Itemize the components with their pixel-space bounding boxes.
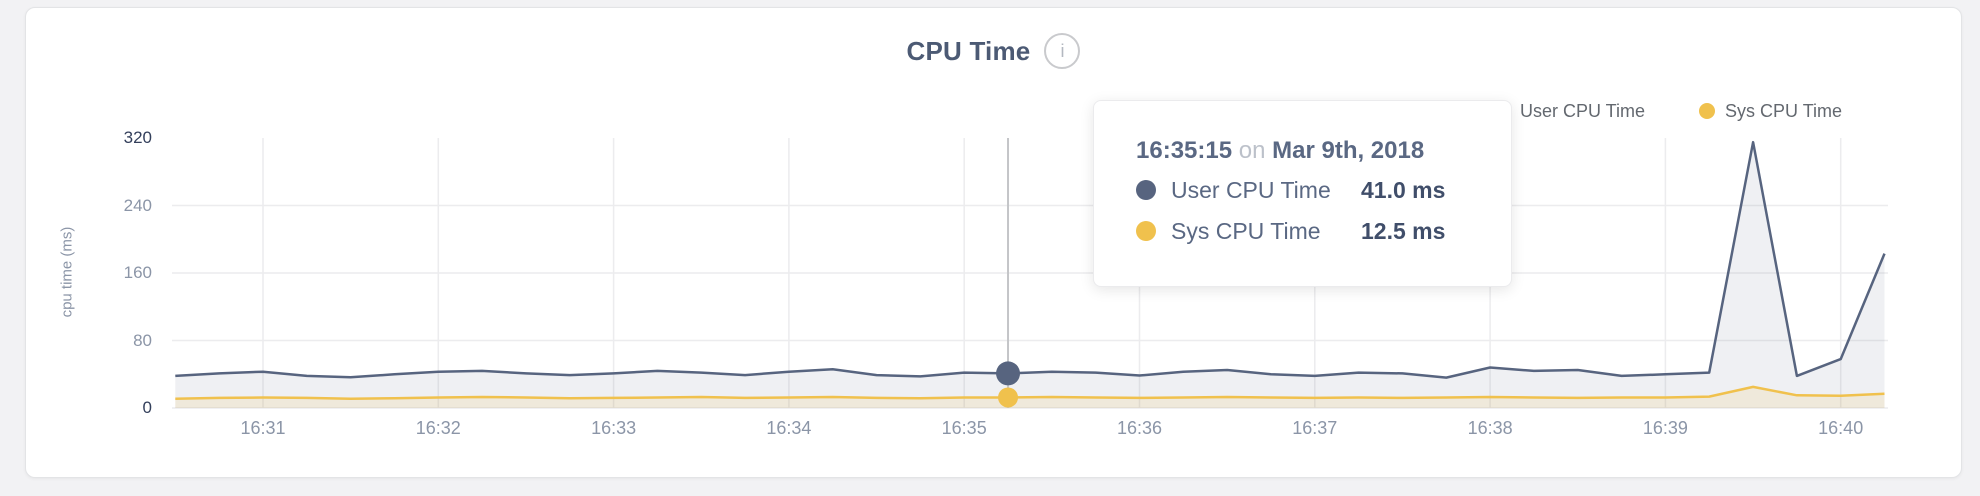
- tooltip-label-user: User CPU Time: [1171, 176, 1331, 203]
- y-tick-label: 320: [123, 128, 152, 147]
- user-cpu-area: [175, 142, 1885, 408]
- legend-dot-sys-icon: [1699, 103, 1716, 119]
- user-cpu-line: [175, 140, 1886, 379]
- tooltip-dot-sys-icon: [1136, 221, 1156, 241]
- tooltip-heading: 16:35:15 on Mar 9th, 2018: [1136, 137, 1481, 165]
- hover-marker-sys: [998, 387, 1019, 408]
- sys-cpu-line: [175, 385, 1885, 400]
- tooltip-connector: on: [1238, 137, 1266, 164]
- chart-legend: User CPU Time Sys CPU Time: [1494, 96, 1842, 126]
- legend-item-user-cpu-time[interactable]: User CPU Time: [1494, 101, 1645, 122]
- x-tick-label: 16:40: [1818, 418, 1864, 438]
- tooltip-value-sys: 12.5 ms: [1361, 217, 1446, 244]
- y-tick-label: 160: [123, 263, 152, 282]
- chart-header: CPU Time i: [25, 33, 1962, 69]
- x-tick-label: 16:33: [591, 418, 637, 438]
- x-tick-label: 16:34: [766, 418, 812, 438]
- tooltip-row-sys: Sys CPU Time 12.5 ms: [1136, 215, 1481, 247]
- tooltip-dot-user-icon: [1136, 180, 1156, 200]
- x-tick-label: 16:35: [941, 418, 987, 438]
- y-tick-label: 80: [133, 330, 152, 350]
- y-axis-title: cpu time (ms): [58, 226, 76, 318]
- x-tick-label: 16:36: [1116, 418, 1163, 438]
- x-tick-label: 16:37: [1292, 418, 1338, 438]
- y-tick-label: 240: [123, 195, 152, 215]
- legend-item-sys-cpu-time[interactable]: Sys CPU Time: [1699, 101, 1842, 122]
- hover-marker-user: [996, 361, 1021, 386]
- x-tick-label: 16:39: [1642, 418, 1688, 438]
- tooltip-time: 16:35:15: [1136, 137, 1233, 164]
- x-tick-label: 16:32: [415, 418, 461, 438]
- tooltip-date: Mar 9th, 2018: [1272, 137, 1425, 164]
- y-tick-label: 0: [142, 398, 152, 417]
- x-tick-label: 16:31: [240, 418, 286, 438]
- info-icon[interactable]: i: [1044, 33, 1081, 69]
- tooltip-value-user: 41.0 ms: [1361, 176, 1446, 203]
- tooltip-row-user: User CPU Time 41.0 ms: [1136, 174, 1481, 206]
- legend-label-sys: Sys CPU Time: [1725, 100, 1843, 121]
- x-tick-label: 16:38: [1467, 418, 1513, 438]
- chart-title: CPU Time: [906, 35, 1031, 66]
- chart-tooltip: 16:35:15 on Mar 9th, 2018 User CPU Time …: [1093, 100, 1512, 287]
- tooltip-label-sys: Sys CPU Time: [1171, 217, 1321, 244]
- legend-label-user: User CPU Time: [1520, 100, 1646, 121]
